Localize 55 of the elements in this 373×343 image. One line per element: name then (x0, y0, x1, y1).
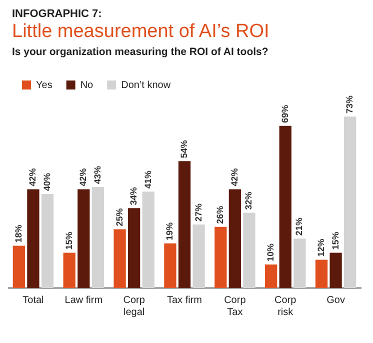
x-tick-label: Corp legal (123, 294, 146, 318)
data-label: 42% (229, 168, 240, 186)
bar (214, 226, 227, 288)
data-label: 42% (78, 168, 88, 186)
data-label: 43% (92, 166, 102, 184)
legend-label: Don’t know (121, 80, 172, 91)
bar (78, 189, 90, 288)
chart-subtitle: Is your organization measuring the ROI of AI tools? (12, 46, 270, 58)
data-label: 73% (344, 95, 355, 114)
bar (128, 208, 140, 288)
bar (344, 116, 356, 288)
data-label: 42% (28, 168, 38, 186)
data-label: 27% (193, 204, 204, 222)
x-tick-label: Total (22, 294, 44, 306)
bar (192, 224, 205, 288)
data-label: 69% (280, 104, 290, 123)
data-label: 40% (42, 172, 52, 191)
x-tick-label: Corp risk (274, 294, 297, 318)
data-label: 21% (294, 218, 304, 236)
data-label: 25% (114, 208, 124, 226)
bar (63, 252, 76, 288)
bar (41, 194, 54, 288)
bar (12, 246, 25, 288)
bar (92, 186, 104, 288)
bar (315, 260, 328, 288)
x-tick-label: Law firm (64, 294, 103, 306)
x-tick-label: Tax firm (167, 294, 202, 306)
x-tick-label: Gov (326, 294, 345, 306)
chart-title: Little measurement of AI’s ROI (12, 21, 270, 43)
bar (142, 192, 154, 288)
text: INFOGRAPHIC 7: (12, 8, 103, 20)
data-label: 10% (266, 243, 276, 262)
data-label: 32% (244, 192, 254, 210)
bar (243, 212, 256, 288)
legend-label: Yes (36, 80, 52, 91)
data-label: 41% (142, 170, 153, 189)
bar (330, 252, 342, 288)
x-tick-label: Corp Tax (224, 294, 246, 318)
bar (164, 243, 176, 288)
data-label: 15% (64, 232, 74, 250)
data-label: 34% (128, 187, 139, 206)
bar (228, 189, 241, 288)
data-label: 18% (13, 224, 24, 243)
bar (264, 264, 278, 288)
bar (114, 229, 126, 288)
data-label: 54% (178, 140, 189, 158)
bar (294, 238, 306, 288)
data-label: 15% (330, 232, 340, 250)
data-label: 12% (316, 238, 326, 257)
bar (279, 126, 292, 288)
data-label: 26% (215, 206, 226, 224)
bar (27, 189, 40, 288)
legend-label: No (80, 80, 94, 91)
data-label: 19% (164, 222, 175, 240)
bar (178, 161, 191, 288)
